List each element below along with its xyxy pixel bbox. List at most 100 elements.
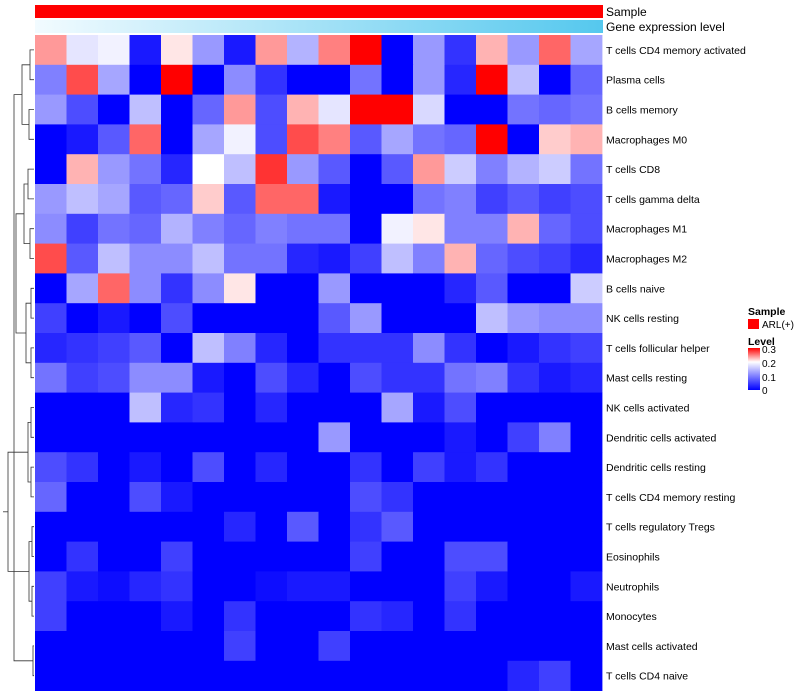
heatmap-cell (161, 631, 193, 662)
heatmap-cell (129, 184, 162, 215)
heatmap-cell (35, 601, 67, 632)
heatmap-cell (444, 154, 477, 185)
heatmap-cell (444, 273, 477, 304)
heatmap-cell (287, 452, 319, 483)
sample-track-label: Sample (606, 5, 647, 19)
heatmap-cell (570, 124, 603, 155)
heatmap-cell (413, 124, 445, 155)
heatmap-cell (570, 422, 603, 453)
heatmap-cell (192, 243, 225, 274)
heatmap-cell (255, 482, 288, 513)
legend-tick-0.2: 0.2 (762, 359, 776, 370)
heatmap-cell (35, 184, 67, 215)
heatmap-cell (318, 124, 351, 155)
heatmap-cell (66, 333, 99, 364)
heatmap-cell (129, 362, 162, 393)
heatmap-cell (318, 631, 351, 662)
heatmap-cell (287, 660, 319, 691)
heatmap-cell (350, 541, 382, 572)
heatmap-cell (444, 94, 477, 125)
heatmap-cell (507, 392, 540, 423)
dendrogram-branch (30, 347, 34, 379)
heatmap-cell (444, 511, 477, 542)
heatmap-cell (255, 184, 288, 215)
heatmap-cell (413, 571, 445, 602)
heatmap-cell (129, 243, 162, 274)
row-label: T cells gamma delta (606, 194, 700, 206)
dendrogram-branch (31, 526, 34, 557)
legend-sample-title: Sample (748, 306, 786, 318)
heatmap-cell (255, 64, 288, 95)
heatmap-cell (66, 273, 99, 304)
heatmap-cell (161, 154, 193, 185)
heatmap-cell (287, 333, 319, 364)
heatmap-cell (350, 273, 382, 304)
sample-annotation-bar (35, 5, 603, 18)
gene-expression-annotation-bar (35, 20, 603, 33)
heatmap-cell (381, 333, 414, 364)
heatmap-cell (224, 243, 256, 274)
heatmap-cell (476, 273, 508, 304)
heatmap-cell (98, 631, 130, 662)
heatmap-cell (350, 511, 382, 542)
heatmap-cell (98, 303, 130, 334)
heatmap-cell (66, 541, 99, 572)
heatmap-cell (476, 362, 508, 393)
heatmap-cell (350, 64, 382, 95)
legend-level-gradient (748, 348, 760, 390)
heatmap-cell (318, 184, 351, 215)
heatmap-cell (413, 94, 445, 125)
heatmap-cell (255, 273, 288, 304)
heatmap-cell (35, 660, 67, 691)
row-label: Eosinophils (606, 552, 660, 564)
heatmap-cell (129, 631, 162, 662)
heatmap-cell (381, 184, 414, 215)
heatmap-cell (35, 94, 67, 125)
heatmap-cell (35, 362, 67, 393)
heatmap-cell (413, 35, 445, 66)
heatmap-cell (570, 64, 603, 95)
heatmap-cell (507, 362, 540, 393)
heatmap-cell (350, 631, 382, 662)
heatmap-cell (129, 35, 162, 66)
heatmap-cell (66, 213, 99, 244)
heatmap-cell (318, 452, 351, 483)
row-label: Macrophages M1 (606, 224, 687, 236)
heatmap-cell (66, 35, 99, 66)
heatmap-cell (192, 660, 225, 691)
heatmap-cell (98, 273, 130, 304)
heatmap-cell (287, 511, 319, 542)
heatmap-cell (413, 541, 445, 572)
heatmap-cell (539, 422, 571, 453)
heatmap-cell (507, 452, 540, 483)
heatmap-cell (255, 35, 288, 66)
heatmap-cell (255, 660, 288, 691)
heatmap-cell (66, 94, 99, 125)
heatmap-cell (287, 243, 319, 274)
heatmap-cell (224, 571, 256, 602)
heatmap-cell (129, 213, 162, 244)
heatmap-cell (224, 392, 256, 423)
heatmap-cell (413, 422, 445, 453)
row-label: T cells CD8 (606, 164, 660, 176)
heatmap-cell (413, 452, 445, 483)
dendrogram-branch (13, 94, 33, 662)
heatmap-cell (255, 243, 288, 274)
heatmap-cell (570, 273, 603, 304)
heatmap-cell (192, 452, 225, 483)
gene-expression-track-label: Gene expression level (606, 20, 725, 34)
heatmap-cell (444, 35, 477, 66)
heatmap-cell (35, 35, 67, 66)
heatmap-cell (318, 213, 351, 244)
heatmap-cell (35, 124, 67, 155)
heatmap-cell (224, 660, 256, 691)
heatmap-cell (224, 422, 256, 453)
heatmap-cell (476, 154, 508, 185)
heatmap-cell (129, 422, 162, 453)
row-label: Neutrophils (606, 581, 659, 593)
heatmap-cell (539, 511, 571, 542)
heatmap-cell (570, 184, 603, 215)
heatmap-cell (413, 273, 445, 304)
heatmap-cell (381, 124, 414, 155)
heatmap-cell (444, 482, 477, 513)
